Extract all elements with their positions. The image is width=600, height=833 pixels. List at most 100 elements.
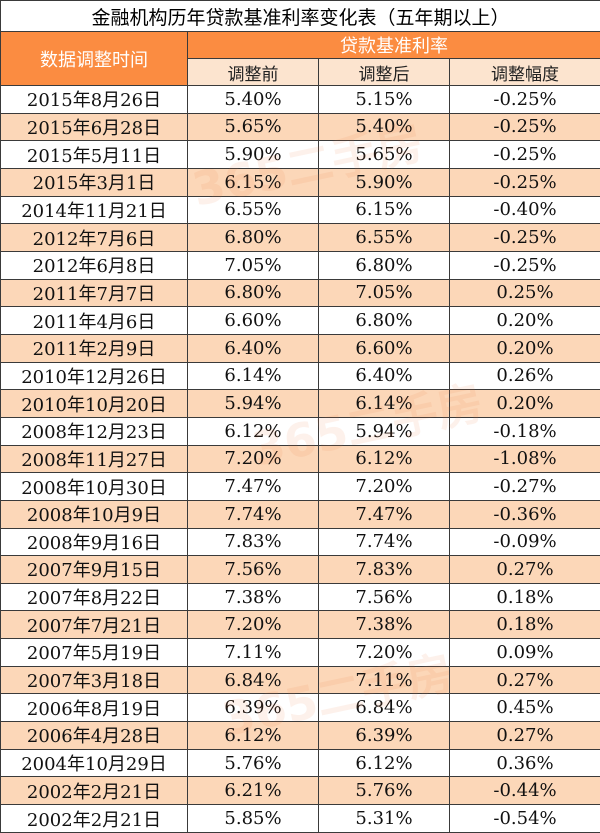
date-cell: 2014年11月21日 xyxy=(0,195,188,225)
date-cell: 2006年4月28日 xyxy=(0,721,188,750)
after-rate-cell: 5.15% xyxy=(318,85,450,114)
change-cell: 0.27% xyxy=(448,665,600,695)
change-cell: 0.20% xyxy=(448,389,600,418)
after-rate-cell: 5.94% xyxy=(318,416,450,446)
after-rate-cell: 5.76% xyxy=(318,776,450,806)
table-row: 2015年6月28日 5.65% 5.40% -0.25% xyxy=(0,112,600,142)
after-rate-cell: 7.56% xyxy=(318,582,450,612)
before-rate-cell: 7.56% xyxy=(187,555,319,584)
table-row: 2008年11月27日 7.20% 6.12% -1.08% xyxy=(0,444,600,474)
table-row: 2011年2月9日 6.40% 6.60% 0.20% xyxy=(0,333,600,363)
after-rate-cell: 6.40% xyxy=(318,361,450,391)
table-row: 2015年5月11日 5.90% 5.65% -0.25% xyxy=(0,140,600,169)
before-rate-cell: 5.90% xyxy=(187,140,319,169)
table-title: 金融机构历年贷款基准利率变化表（五年期以上） xyxy=(0,0,600,32)
before-rate-cell: 6.15% xyxy=(187,167,319,197)
table-row: 2006年4月28日 6.12% 6.39% 0.27% xyxy=(0,721,600,750)
date-cell: 2010年10月20日 xyxy=(0,389,188,418)
change-cell: -0.27% xyxy=(448,472,600,501)
date-cell: 2007年9月15日 xyxy=(0,555,188,584)
after-rate-cell: 7.20% xyxy=(318,638,450,667)
after-rate-cell: 6.12% xyxy=(318,748,450,778)
date-cell: 2002年2月21日 xyxy=(0,776,188,806)
after-rate-cell: 5.40% xyxy=(318,112,450,142)
before-rate-cell: 7.05% xyxy=(187,250,319,280)
change-cell: -1.08% xyxy=(448,444,600,474)
after-rate-cell: 7.83% xyxy=(318,555,450,584)
change-cell: 0.09% xyxy=(448,638,600,667)
date-cell: 2015年8月26日 xyxy=(0,85,188,114)
before-column-header: 调整前 xyxy=(187,58,319,86)
change-cell: 0.20% xyxy=(448,306,600,335)
date-cell: 2011年2月9日 xyxy=(0,333,188,363)
after-rate-cell: 6.60% xyxy=(318,333,450,363)
before-rate-cell: 7.20% xyxy=(187,444,319,474)
table-row: 2008年9月16日 7.83% 7.74% -0.09% xyxy=(0,527,600,557)
after-rate-cell: 7.20% xyxy=(318,472,450,501)
date-cell: 2008年9月16日 xyxy=(0,527,188,557)
before-rate-cell: 6.12% xyxy=(187,721,319,750)
change-cell: 0.25% xyxy=(448,278,600,308)
before-rate-cell: 5.76% xyxy=(187,748,319,778)
table-row: 2012年7月6日 6.80% 6.55% -0.25% xyxy=(0,223,600,252)
table-row: 2012年6月8日 7.05% 6.80% -0.25% xyxy=(0,250,600,280)
date-cell: 2011年7月7日 xyxy=(0,278,188,308)
change-column-header: 调整幅度 xyxy=(448,58,600,86)
table-row: 2006年8月19日 6.39% 6.84% 0.45% xyxy=(0,693,600,723)
before-rate-cell: 6.40% xyxy=(187,333,319,363)
change-cell: -0.25% xyxy=(448,223,600,252)
after-rate-cell: 6.12% xyxy=(318,444,450,474)
date-cell: 2002年2月21日 xyxy=(0,804,188,833)
change-cell: 0.45% xyxy=(448,693,600,723)
after-rate-cell: 5.31% xyxy=(318,804,450,833)
date-cell: 2015年5月11日 xyxy=(0,140,188,169)
change-cell: -0.25% xyxy=(448,250,600,280)
table-row: 2008年10月9日 7.74% 7.47% -0.36% xyxy=(0,499,600,529)
change-cell: -0.25% xyxy=(448,112,600,142)
before-rate-cell: 5.40% xyxy=(187,85,319,114)
date-cell: 2006年8月19日 xyxy=(0,693,188,723)
table-body: 2015年8月26日 5.40% 5.15% -0.25% 2015年6月28日 5.65… xyxy=(0,85,600,833)
before-rate-cell: 5.94% xyxy=(187,389,319,418)
date-cell: 2011年4月6日 xyxy=(0,306,188,335)
before-rate-cell: 7.83% xyxy=(187,527,319,557)
change-cell: 0.20% xyxy=(448,333,600,363)
before-rate-cell: 6.39% xyxy=(187,693,319,723)
after-rate-cell: 7.38% xyxy=(318,610,450,640)
before-rate-cell: 7.11% xyxy=(187,638,319,667)
date-cell: 2007年8月22日 xyxy=(0,582,188,612)
change-cell: 0.27% xyxy=(448,721,600,750)
date-cell: 2008年10月30日 xyxy=(0,472,188,501)
before-rate-cell: 5.85% xyxy=(187,804,319,833)
change-cell: -0.44% xyxy=(448,776,600,806)
table-row: 2010年12月26日 6.14% 6.40% 0.26% xyxy=(0,361,600,391)
after-rate-cell: 7.74% xyxy=(318,527,450,557)
after-column-header: 调整后 xyxy=(318,58,450,86)
after-rate-cell: 6.14% xyxy=(318,389,450,418)
date-cell: 2008年12月23日 xyxy=(0,416,188,446)
change-cell: -0.25% xyxy=(448,140,600,169)
after-rate-cell: 5.65% xyxy=(318,140,450,169)
header-group-row: 数据调整时间 贷款基准利率 xyxy=(0,31,600,86)
before-rate-cell: 7.20% xyxy=(187,610,319,640)
after-rate-cell: 6.55% xyxy=(318,223,450,252)
table-row: 2007年5月19日 7.11% 7.20% 0.09% xyxy=(0,638,600,667)
title-row: 金融机构历年贷款基准利率变化表（五年期以上） xyxy=(0,0,600,32)
date-cell: 2008年10月9日 xyxy=(0,499,188,529)
date-cell: 2010年12月26日 xyxy=(0,361,188,391)
before-rate-cell: 6.14% xyxy=(187,361,319,391)
after-rate-cell: 6.15% xyxy=(318,195,450,225)
before-rate-cell: 7.38% xyxy=(187,582,319,612)
change-cell: 0.18% xyxy=(448,582,600,612)
change-cell: 0.27% xyxy=(448,555,600,584)
change-cell: 0.26% xyxy=(448,361,600,391)
before-rate-cell: 6.80% xyxy=(187,223,319,252)
after-rate-cell: 7.47% xyxy=(318,499,450,529)
change-cell: -0.36% xyxy=(448,499,600,529)
table-row: 2011年7月7日 6.80% 7.05% 0.25% xyxy=(0,278,600,308)
before-rate-cell: 6.55% xyxy=(187,195,319,225)
table-row: 2011年4月6日 6.60% 6.80% 0.20% xyxy=(0,306,600,335)
change-cell: 0.18% xyxy=(448,610,600,640)
